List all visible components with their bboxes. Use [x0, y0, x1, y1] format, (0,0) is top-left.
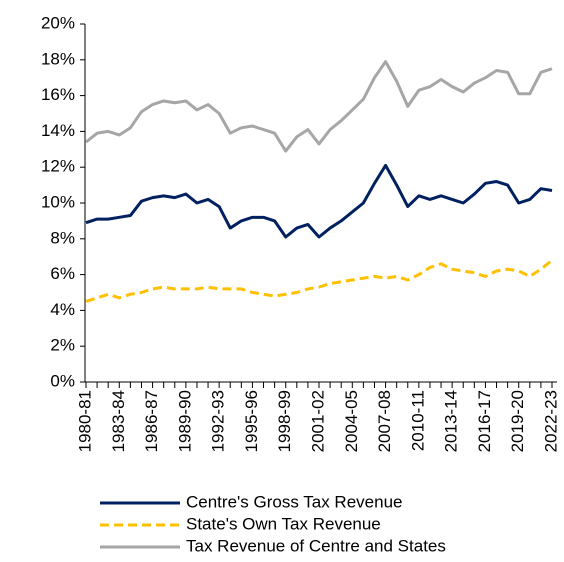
- x-tick-label: 2010-11: [408, 390, 427, 451]
- y-tick-label: 14%: [41, 121, 75, 140]
- x-tick-label: 1998-99: [275, 390, 294, 452]
- y-tick-label: 18%: [41, 49, 75, 68]
- x-tick-label: 1983-84: [109, 390, 128, 452]
- x-tick-label: 1992-93: [209, 390, 228, 452]
- y-tick-label: 0%: [50, 371, 75, 390]
- legend-label: Tax Revenue of Centre and States: [186, 536, 446, 555]
- y-tick-label: 16%: [41, 85, 75, 104]
- x-tick-label: 2022-23: [541, 390, 560, 452]
- legend-label: Centre's Gross Tax Revenue: [186, 492, 402, 511]
- y-tick-label: 8%: [50, 228, 75, 247]
- y-tick-label: 20%: [41, 13, 75, 32]
- x-tick-label: 2016-17: [475, 390, 494, 452]
- x-tick-label: 2007-08: [375, 390, 394, 452]
- series-line: [85, 163, 553, 239]
- x-tick-label: 2013-14: [442, 390, 461, 452]
- legend-label: State's Own Tax Revenue: [186, 514, 381, 533]
- x-tick-label: 2019-20: [508, 390, 527, 452]
- x-tick-label: 1995-96: [242, 390, 261, 452]
- y-tick-label: 2%: [50, 336, 75, 355]
- series-line: [85, 60, 553, 153]
- x-tick-label: 1989-90: [175, 390, 194, 452]
- y-tick-label: 12%: [41, 157, 75, 176]
- y-tick-label: 6%: [50, 264, 75, 283]
- series-line: [85, 259, 553, 303]
- y-tick-label: 10%: [41, 192, 75, 211]
- y-tick-label: 4%: [50, 300, 75, 319]
- x-tick-label: 1980-81: [75, 390, 94, 452]
- x-tick-label: 2001-02: [308, 390, 327, 452]
- x-tick-label: 2004-05: [342, 390, 361, 452]
- x-tick-label: 1986-87: [142, 390, 161, 452]
